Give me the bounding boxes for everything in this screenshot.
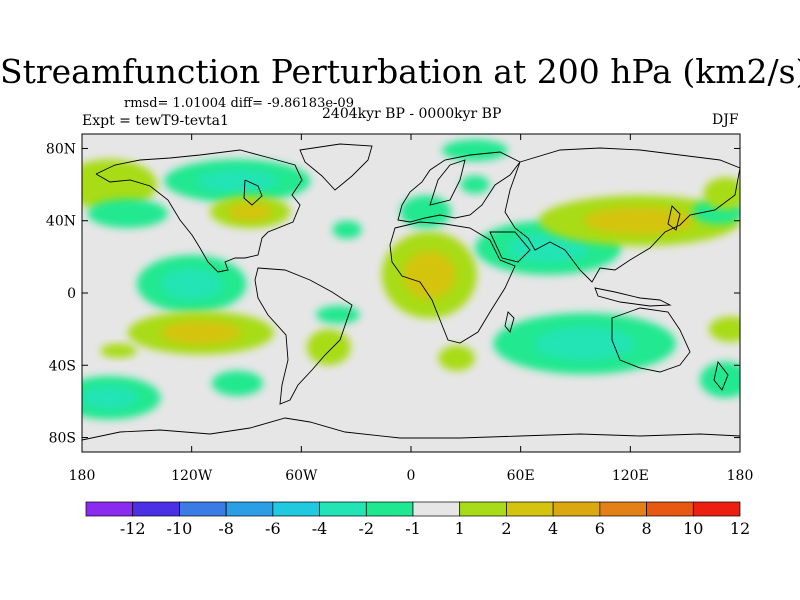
stats-line: rmsd= 1.01004 diff= -9.86183e-09 [124, 96, 354, 111]
field-region-16 [438, 345, 475, 371]
colorbar-label-7: 1 [455, 519, 465, 538]
field-region-1 [87, 199, 168, 228]
colorbar-label-8: 2 [501, 519, 511, 538]
field-region-9 [211, 370, 263, 396]
colorbar-label-11: 8 [641, 519, 651, 538]
colorbar-swatch-11 [599, 501, 647, 517]
season-label: DJF [712, 112, 739, 128]
coast-asia [504, 147, 740, 283]
colorbar: -12 -10 -8 -6 -4 -2 -1 1 2 4 6 8 10 12 [85, 501, 750, 538]
coast-japan [667, 205, 681, 231]
coast-europe [397, 151, 521, 223]
lon-tick-label-2: 60W [285, 468, 318, 484]
lat-tick-label-3: 40S [49, 358, 76, 374]
colorbar-swatch-13 [692, 501, 741, 517]
coastlines [82, 143, 740, 441]
coast-hudson-bay [243, 179, 263, 206]
colorbar-swatch-8 [459, 501, 507, 517]
coast-greenland [299, 143, 373, 191]
colorbar-swatch-10 [552, 501, 601, 517]
coast-south-america [254, 267, 353, 405]
colorbar-label-1: -10 [167, 519, 193, 538]
field-core-12 [403, 251, 456, 299]
field-region-22 [708, 316, 740, 342]
colorbar-swatch-6 [365, 501, 414, 517]
colorbar-swatch-3 [225, 501, 274, 517]
field-core-17 [507, 232, 589, 263]
colorbar-label-3: -6 [265, 519, 281, 538]
period-line: 2404kyr BP - 0000kyr BP [322, 106, 502, 122]
field-core-5 [161, 268, 222, 300]
coast-scandinavia [429, 159, 466, 206]
coast-madagascar [504, 311, 515, 333]
lon-tick-label-5: 120E [612, 468, 649, 484]
lon-tick-label-6: 180 [727, 468, 754, 484]
coast-north-america [95, 149, 303, 273]
chart-title: Streamfunction Perturbation at 200 hPa (… [0, 52, 800, 91]
field-core-6 [160, 320, 242, 345]
field-core-19 [584, 206, 695, 235]
colorbar-label-12: 10 [683, 519, 703, 538]
colorbar-swatch-12 [646, 501, 694, 517]
colorbar-swatch-0 [85, 501, 134, 517]
coast-africa [389, 221, 516, 344]
lon-tick-label-0: 180 [69, 468, 96, 484]
coast-indonesia [594, 287, 672, 307]
lon-tick-label-3: 0 [407, 468, 416, 484]
coast-antarctica [82, 417, 740, 441]
lat-tick-label-0: 80N [46, 141, 76, 157]
field-region-7 [100, 343, 137, 359]
colorbar-label-2: -8 [218, 519, 234, 538]
lat-tick-label-1: 40N [46, 214, 76, 230]
experiment-line: Expt = tewT9-tevta1 [82, 113, 229, 129]
field-region-4 [332, 220, 362, 239]
colorbar-swatch-9 [506, 501, 554, 517]
lat-tick-label-2: 0 [67, 286, 76, 302]
axis-ticks: 80N 40N 0 40S 80S 180 120W 60W 0 60E 120E 180 [46, 134, 753, 484]
field-core-2 [197, 169, 278, 193]
colorbar-label-9: 4 [548, 519, 558, 538]
colorbar-swatch-7 [412, 501, 461, 517]
colorbar-label-0: -12 [120, 519, 146, 538]
field-core-10 [82, 385, 138, 410]
coast-new-zealand [713, 360, 729, 391]
colorbar-swatch-2 [179, 501, 227, 517]
lon-tick-label-4: 60E [507, 468, 535, 484]
coast-australia [611, 307, 691, 373]
field-region-8 [306, 329, 351, 366]
colorbar-swatch-4 [272, 501, 320, 517]
lon-tick-label-1: 120W [171, 468, 213, 484]
colorbar-label-6: -1 [405, 519, 421, 538]
colorbar-label-10: 6 [595, 519, 605, 538]
colorbar-swatch-1 [132, 501, 180, 517]
colorbar-label-4: -4 [312, 519, 328, 538]
field-region-15 [460, 175, 490, 194]
field-region-21 [703, 177, 740, 210]
colorbar-label-13: 12 [730, 519, 750, 538]
lat-tick-label-4: 80S [49, 431, 76, 447]
field-core-3 [228, 202, 273, 221]
coast-arabia [489, 231, 531, 263]
field-core-18 [534, 326, 635, 361]
field-region-11 [315, 305, 360, 324]
field-region-23 [699, 361, 740, 398]
colorbar-label-5: -2 [358, 519, 374, 538]
colorbar-swatch-5 [319, 501, 367, 517]
field-layer [82, 139, 740, 420]
field-region-13 [400, 195, 452, 228]
field-region-14 [442, 139, 508, 162]
